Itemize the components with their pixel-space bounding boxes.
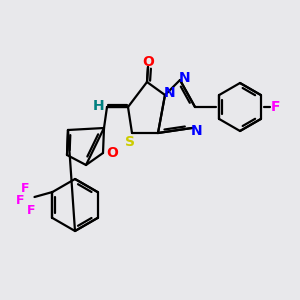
Text: F: F xyxy=(21,182,30,196)
Text: O: O xyxy=(106,146,118,160)
Text: N: N xyxy=(179,71,191,85)
Text: N: N xyxy=(164,86,176,100)
Text: N: N xyxy=(191,124,203,138)
Text: F: F xyxy=(16,194,25,208)
Text: O: O xyxy=(142,55,154,69)
Text: F: F xyxy=(270,100,280,114)
Text: S: S xyxy=(125,135,135,149)
Text: F: F xyxy=(27,203,36,217)
Text: H: H xyxy=(93,99,105,113)
